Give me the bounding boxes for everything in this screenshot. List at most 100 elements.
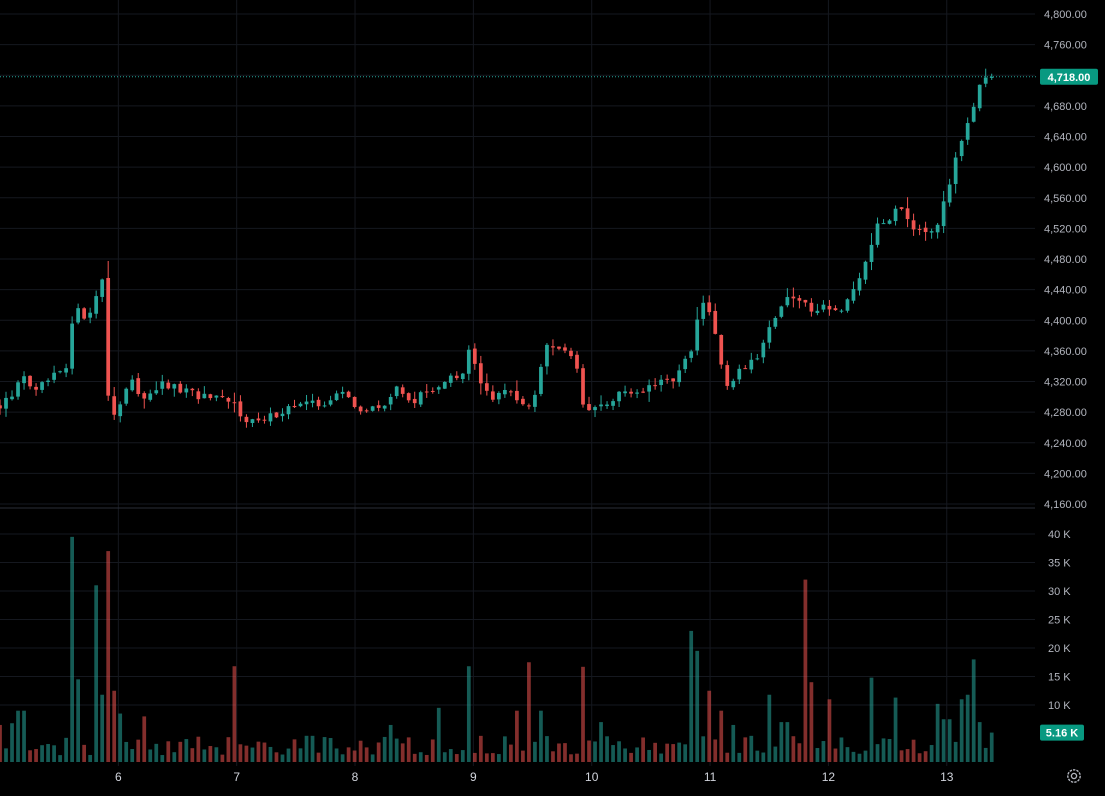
price-tick-label: 4,240.00 <box>1044 438 1087 450</box>
time-tick-label: 12 <box>822 770 836 784</box>
candle-body <box>148 393 153 400</box>
volume-bar <box>869 677 874 762</box>
volume-bar <box>557 743 561 762</box>
candle-body <box>605 404 609 407</box>
candle-body <box>52 372 56 380</box>
candle-body <box>653 385 657 387</box>
candle-body <box>701 302 706 319</box>
candle-body <box>322 405 327 407</box>
candle-body <box>118 404 123 417</box>
candle-body <box>88 312 93 318</box>
candle-body <box>887 220 892 224</box>
volume-bar <box>46 744 50 762</box>
candle-body <box>551 346 555 348</box>
candle-body <box>124 388 129 404</box>
time-tick-label: 9 <box>470 770 477 784</box>
candle-body <box>557 346 561 349</box>
volume-bar <box>220 754 225 762</box>
price-tick-label: 4,280.00 <box>1044 407 1087 419</box>
volume-bar <box>442 752 447 762</box>
volume-bar <box>394 738 399 762</box>
candle-body <box>172 384 177 389</box>
candle-body <box>695 319 700 351</box>
volume-bar <box>124 741 129 762</box>
candle-body <box>454 375 459 379</box>
price-tick-label: 4,760.00 <box>1044 40 1087 52</box>
candle-body <box>370 406 375 411</box>
volume-bar <box>250 747 255 762</box>
candle-body <box>358 406 363 412</box>
candlesticks <box>0 68 994 428</box>
volume-bar <box>713 739 718 762</box>
volume-bar <box>100 694 105 762</box>
volume-bar <box>364 747 369 762</box>
candle-body <box>731 380 736 388</box>
candle-body <box>280 413 285 417</box>
candle-body <box>238 401 243 417</box>
volume-bar <box>322 737 327 762</box>
volume-bar <box>611 745 615 762</box>
candle-body <box>533 394 537 407</box>
candle-body <box>244 416 249 423</box>
volume-tick-label: 35 K <box>1048 558 1071 570</box>
volume-bar <box>923 751 928 762</box>
volume-bar <box>460 750 465 762</box>
candle-body <box>328 400 333 405</box>
time-axis: 6 7 8 9 10 11 12 13 <box>115 770 954 784</box>
volume-bar <box>214 747 219 762</box>
volume-bar <box>653 742 657 762</box>
volume-bar <box>70 536 74 762</box>
volume-bar <box>232 666 237 762</box>
candle-body <box>16 382 20 397</box>
volume-bar <box>839 737 844 762</box>
volume-axis: 10 K 15 K 20 K 25 K 30 K 35 K 40 K <box>1048 529 1071 712</box>
volume-bar <box>58 755 62 762</box>
candle-body <box>460 373 465 380</box>
candle-body <box>845 299 850 311</box>
candle-body <box>923 227 928 233</box>
candle-body <box>593 407 597 411</box>
volume-bar <box>292 739 297 762</box>
volume-bar <box>743 737 748 762</box>
price-tick-label: 4,360.00 <box>1044 346 1087 358</box>
volume-bar <box>10 723 14 762</box>
volume-bar <box>827 699 832 762</box>
time-tick-label: 13 <box>940 770 954 784</box>
volume-bar <box>965 694 970 762</box>
candle-body <box>418 392 423 405</box>
price-tick-label: 4,680.00 <box>1044 101 1087 113</box>
volume-bar <box>310 735 315 762</box>
candle-body <box>274 412 279 418</box>
volume-bar <box>527 662 531 762</box>
candle-body <box>521 398 525 405</box>
candle-body <box>623 391 627 394</box>
volume-bar <box>184 739 189 762</box>
volume-bar <box>136 739 141 762</box>
volume-bar <box>334 748 339 762</box>
candle-body <box>725 365 730 386</box>
candle-body <box>22 376 26 384</box>
price-tick-label: 4,320.00 <box>1044 377 1087 389</box>
volume-bar <box>166 741 171 762</box>
candle-body <box>196 391 201 400</box>
candle-body <box>587 404 591 411</box>
volume-bar <box>304 735 309 762</box>
candle-body <box>136 378 141 394</box>
candle-body <box>971 106 976 122</box>
volume-bar <box>851 751 856 762</box>
volume-bar <box>821 741 826 762</box>
price-tick-label: 4,600.00 <box>1044 162 1087 174</box>
volume-bar <box>118 713 123 762</box>
volume-bar <box>454 754 459 762</box>
volume-bar <box>689 630 694 762</box>
volume-bar <box>935 703 940 762</box>
candle-body <box>569 350 573 357</box>
candle-body <box>833 308 838 311</box>
volume-tick-label: 30 K <box>1048 586 1071 598</box>
volume-bar <box>887 738 892 762</box>
candle-body <box>490 391 495 400</box>
time-tick-label: 7 <box>233 770 240 784</box>
volume-bar <box>352 750 357 762</box>
gear-icon[interactable] <box>1067 769 1081 783</box>
